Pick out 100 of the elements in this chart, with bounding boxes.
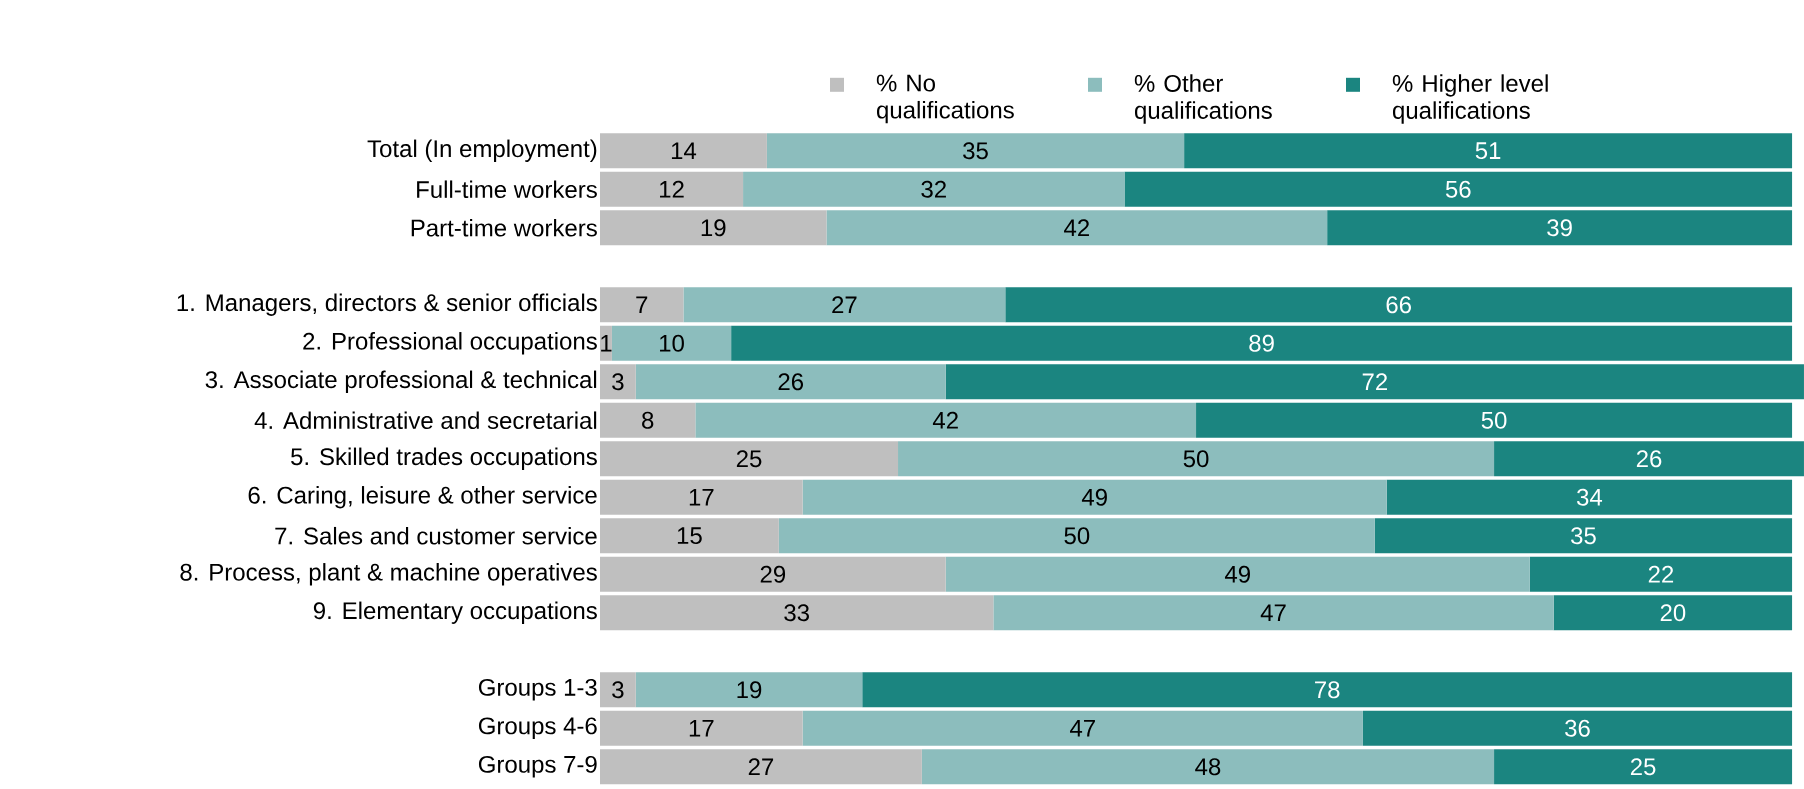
bar [826, 210, 1328, 246]
bar [945, 556, 1530, 592]
data-label: 29 [760, 565, 786, 583]
data-label: 50 [1481, 411, 1507, 429]
bar [778, 518, 1375, 554]
data-label: 66 [1386, 296, 1411, 314]
data-label: 56 [1445, 180, 1471, 198]
data-label: 33 [784, 604, 809, 622]
data-label: 26 [1636, 450, 1662, 468]
bar [600, 710, 803, 746]
data-label: 27 [832, 296, 857, 314]
bar [1005, 287, 1793, 323]
data-label: 3 [612, 373, 624, 391]
data-label: 47 [1260, 604, 1286, 621]
data-label: 22 [1648, 565, 1674, 583]
data-label: 10 [660, 334, 684, 352]
y-tick-label: 4. Administrative and secretarial [254, 411, 597, 430]
y-tick-label: 7. Sales and customer service [275, 526, 597, 545]
data-label: 47 [1070, 719, 1095, 737]
bar [1494, 441, 1804, 477]
data-label: 89 [1249, 334, 1274, 352]
bar [1553, 595, 1793, 631]
bar [600, 287, 684, 323]
bar [635, 672, 863, 708]
bar [600, 441, 899, 477]
data-label: 35 [963, 142, 988, 160]
bar [1529, 556, 1793, 592]
bar [921, 749, 1495, 785]
y-tick-label: Groups 7-9 [478, 755, 597, 778]
bar [766, 133, 1185, 169]
y-tick-label: 9. Elementary occupations [313, 601, 597, 624]
bar [743, 171, 1125, 207]
data-label: 35 [1571, 527, 1596, 545]
data-label: 12 [660, 180, 684, 198]
bar [600, 518, 779, 554]
data-label: 1 [601, 334, 612, 352]
data-label: 3 [612, 681, 624, 699]
bar [635, 364, 946, 400]
y-tick-label: Full-time workers [417, 180, 597, 199]
y-tick-label: 8. Process, plant & machine operatives [180, 563, 597, 586]
legend-label: % No qualifications [876, 74, 1014, 124]
bar [1386, 479, 1793, 515]
y-tick-label: Groups 4-6 [478, 717, 597, 740]
bar [802, 710, 1363, 746]
data-label: 17 [689, 719, 714, 737]
data-label: 19 [737, 681, 762, 699]
y-tick-label: 1. Managers, directors & senior officials [177, 293, 597, 316]
data-label: 42 [932, 411, 958, 429]
data-label: 36 [1565, 719, 1590, 737]
data-label: 72 [1362, 373, 1387, 391]
bar [862, 672, 1793, 708]
y-tick-label: 6. Caring, leisure & other service [248, 486, 597, 509]
bar [898, 441, 1495, 477]
bar [611, 325, 732, 361]
data-label: 26 [778, 373, 804, 391]
data-label: 34 [1576, 488, 1603, 506]
bar [600, 210, 827, 246]
bar [600, 479, 803, 515]
bar [695, 402, 1197, 438]
bar [600, 364, 636, 400]
data-label: 32 [921, 180, 946, 198]
y-tick-label: 3. Associate professional & technical [205, 370, 597, 393]
bar [1196, 402, 1793, 438]
bar [731, 325, 1793, 361]
bar [1327, 210, 1793, 246]
bar [1184, 133, 1793, 169]
data-label: 50 [1183, 450, 1209, 468]
data-label: 19 [701, 219, 726, 237]
data-label: 14 [671, 142, 697, 159]
data-label: 20 [1660, 604, 1686, 622]
bar [945, 364, 1804, 400]
data-label: 49 [1224, 565, 1250, 583]
data-label: 39 [1547, 219, 1572, 237]
bar [1124, 171, 1793, 207]
bar [1362, 710, 1793, 746]
y-tick-label: Total (In employment) [367, 139, 597, 162]
bar [600, 556, 946, 592]
y-tick-label: Groups 1-3 [478, 678, 597, 701]
data-label: 25 [736, 450, 762, 468]
y-tick-label: Part-time workers [411, 218, 597, 237]
bar [600, 402, 696, 438]
bar [600, 171, 744, 207]
data-label: 7 [636, 296, 648, 313]
data-label: 51 [1475, 142, 1501, 160]
bar [1494, 749, 1793, 785]
data-label: 48 [1195, 758, 1221, 776]
bar [993, 595, 1554, 631]
data-label: 50 [1064, 527, 1090, 545]
bar [802, 479, 1387, 515]
data-label: 17 [689, 488, 714, 506]
bar [600, 133, 767, 169]
data-label: 25 [1630, 758, 1656, 776]
data-label: 8 [642, 411, 654, 429]
bar [600, 325, 612, 361]
data-label: 27 [748, 758, 774, 776]
legend-label: % Other qualifications [1134, 74, 1272, 124]
data-label: 78 [1315, 681, 1340, 699]
bar [600, 672, 636, 708]
bar [683, 287, 1006, 323]
y-tick-label: 5. Skilled trades occupations [291, 447, 597, 470]
